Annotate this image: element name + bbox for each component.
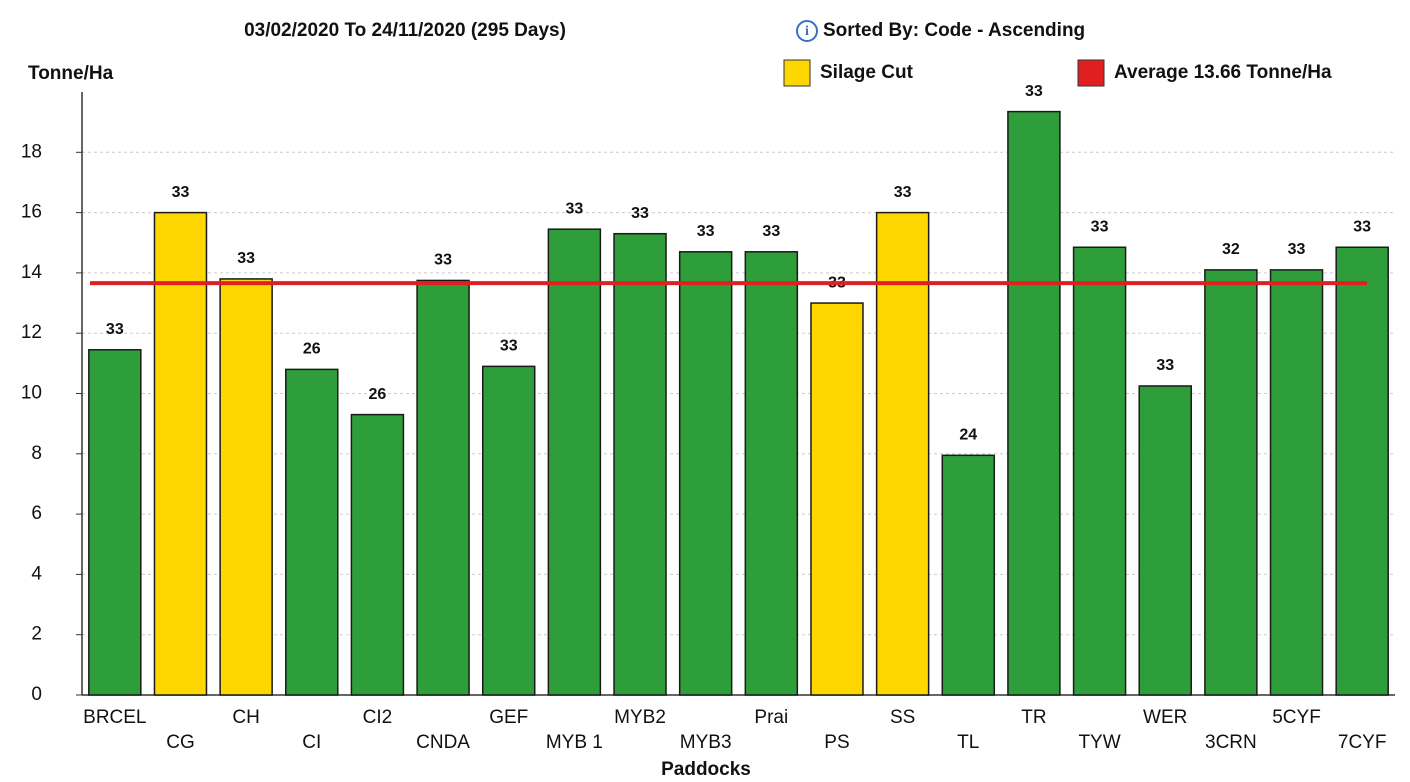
bar <box>678 251 733 696</box>
bar <box>613 232 667 696</box>
bar-annotation: 26 <box>303 341 321 358</box>
bar-annotation: 26 <box>369 386 387 403</box>
bar <box>1335 246 1389 696</box>
y-tick-label: 18 <box>21 141 42 162</box>
chart-subtitle: Sorted By: Code - Ascending <box>823 20 1085 41</box>
bar-annotation: 33 <box>565 200 583 217</box>
x-tick-label: 7CYF <box>1338 732 1387 753</box>
y-tick-label: 2 <box>31 624 42 645</box>
x-tick-label: TL <box>957 732 979 753</box>
x-tick-label: CI <box>302 732 321 753</box>
x-tick-label: CH <box>232 707 259 728</box>
bar <box>481 365 536 696</box>
y-tick-label: 6 <box>31 503 42 524</box>
y-tick-label: 14 <box>21 262 43 283</box>
bar <box>1007 110 1061 696</box>
info-icon-glyph: i <box>805 24 809 39</box>
bar-annotation: 33 <box>434 252 452 269</box>
x-tick-label: MYB 1 <box>546 732 603 753</box>
y-tick-label: 12 <box>21 322 42 343</box>
legend-label: Silage Cut <box>820 62 914 83</box>
x-tick-label: SS <box>890 707 915 728</box>
bar-annotation: 33 <box>697 223 715 240</box>
bar-annotation: 33 <box>106 321 124 338</box>
bar-annotation: 33 <box>894 184 912 201</box>
bar <box>1138 385 1192 696</box>
y-axis-label: Tonne/Ha <box>28 63 114 84</box>
x-tick-label: CI2 <box>363 707 393 728</box>
x-axis-label: Paddocks <box>661 759 751 780</box>
bar <box>153 211 208 696</box>
bar <box>941 454 996 696</box>
info-icon <box>796 20 818 42</box>
bar <box>547 228 602 696</box>
bar-annotation: 33 <box>1091 218 1109 235</box>
bar-annotation: 33 <box>500 338 518 355</box>
bar <box>219 278 273 696</box>
x-tick-label: Prai <box>754 707 788 728</box>
legend-label: Average 13.66 Tonne/Ha <box>1114 62 1332 83</box>
bar-annotation: 33 <box>1025 83 1043 100</box>
bar-annotation: 32 <box>1222 241 1240 258</box>
bar <box>285 368 339 696</box>
x-tick-label: 3CRN <box>1205 732 1257 753</box>
bar-annotation: 33 <box>172 184 190 201</box>
x-tick-label: TR <box>1021 707 1046 728</box>
bar-annotation: 33 <box>1353 218 1371 235</box>
x-tick-label: GEF <box>489 707 528 728</box>
y-tick-label: 4 <box>31 563 42 584</box>
x-tick-label: CNDA <box>416 732 470 753</box>
x-tick-label: MYB3 <box>680 732 732 753</box>
x-tick-label: PS <box>824 732 849 753</box>
bar <box>350 413 405 696</box>
x-tick-label: MYB2 <box>614 707 666 728</box>
legend-swatch <box>1077 59 1105 87</box>
y-tick-label: 8 <box>31 443 42 464</box>
bar <box>875 211 930 696</box>
bar-annotation: 33 <box>1288 241 1306 258</box>
bar-annotation: 33 <box>631 205 649 222</box>
y-tick-label: 10 <box>21 383 42 404</box>
bar-annotation: 33 <box>237 250 255 267</box>
x-tick-label: BRCEL <box>83 707 146 728</box>
bar <box>88 349 142 696</box>
x-tick-label: 5CYF <box>1272 707 1321 728</box>
x-tick-label: TYW <box>1078 732 1120 753</box>
bar <box>810 302 864 696</box>
bar <box>744 251 799 696</box>
chart-title: 03/02/2020 To 24/11/2020 (295 Days) <box>244 20 566 41</box>
y-tick-label: 0 <box>31 684 42 705</box>
bar <box>416 279 470 696</box>
bar <box>1204 269 1258 696</box>
bar <box>1072 246 1127 696</box>
y-tick-label: 16 <box>21 202 42 223</box>
bar-annotation: 33 <box>762 223 780 240</box>
bar-annotation: 24 <box>959 427 977 444</box>
bar-annotation: 33 <box>1156 357 1174 374</box>
x-tick-label: WER <box>1143 707 1187 728</box>
legend-swatch <box>783 59 811 87</box>
x-tick-label: CG <box>166 732 195 753</box>
bar <box>1269 269 1324 696</box>
